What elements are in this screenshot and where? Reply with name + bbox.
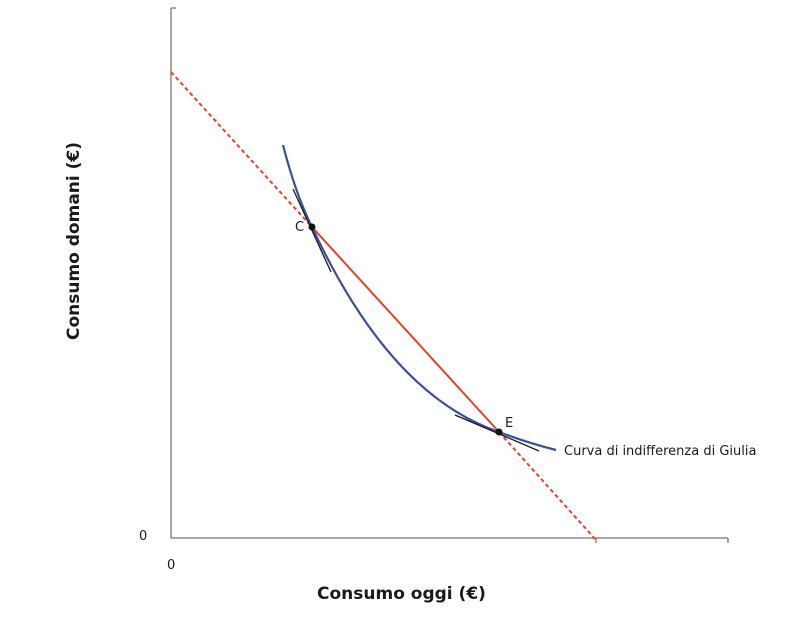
point-c-label: C <box>295 220 305 235</box>
budget-line-dashed-lower <box>498 431 597 541</box>
y-origin-label: 0 <box>139 529 148 544</box>
x-origin-label: 0 <box>167 558 176 573</box>
point-e-label: E <box>505 416 514 431</box>
budget-line-solid <box>311 226 500 433</box>
x-axis-title: Consumo oggi (€) <box>317 584 486 604</box>
point-e-marker <box>495 428 503 436</box>
indifference-curve <box>281 144 557 452</box>
y-axis-title: Consumo domani (€) <box>64 141 84 341</box>
indifference-curve-label: Curva di indifferenza di Giulia <box>564 444 757 459</box>
budget-line-dashed-upper <box>170 71 313 228</box>
point-c-marker <box>308 223 316 231</box>
